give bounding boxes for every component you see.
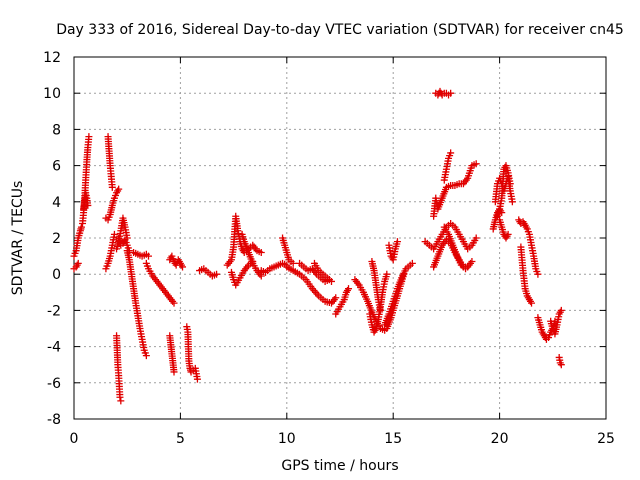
y-tick-label: 2 bbox=[52, 231, 61, 247]
x-tick-label: 15 bbox=[384, 431, 402, 447]
data-point bbox=[383, 270, 391, 278]
data-point bbox=[400, 270, 408, 278]
data-point bbox=[77, 223, 85, 231]
y-axis-title: SDTVAR / TECUs bbox=[10, 181, 26, 296]
y-tick-label: -2 bbox=[47, 303, 61, 319]
x-tick-label: 20 bbox=[491, 431, 509, 447]
data-point bbox=[84, 201, 92, 209]
data-point bbox=[534, 270, 542, 278]
data-point bbox=[472, 160, 480, 168]
data-point bbox=[108, 183, 116, 191]
y-tick-label: -8 bbox=[47, 412, 61, 428]
data-point bbox=[345, 285, 353, 293]
data-point bbox=[117, 397, 125, 405]
data-point bbox=[408, 259, 416, 267]
y-tick-label: 8 bbox=[52, 122, 61, 138]
grid-lines bbox=[74, 57, 606, 419]
x-tick-label: 0 bbox=[70, 431, 79, 447]
x-tick-label: 25 bbox=[597, 431, 615, 447]
data-point bbox=[213, 270, 221, 278]
data-point bbox=[472, 234, 480, 242]
y-tick-label: 6 bbox=[52, 159, 61, 175]
data-point bbox=[506, 180, 514, 188]
x-axis: 0 5 10 15 20 25 bbox=[70, 57, 615, 447]
x-axis-title: GPS time / hours bbox=[281, 458, 398, 474]
data-point bbox=[508, 198, 516, 206]
data-point bbox=[116, 393, 124, 401]
data-point bbox=[110, 230, 118, 238]
data-point bbox=[115, 185, 123, 193]
data-point bbox=[393, 238, 401, 246]
data-point bbox=[447, 149, 455, 157]
y-tick-label: -4 bbox=[47, 340, 61, 356]
y-tick-label: 12 bbox=[43, 50, 61, 66]
data-point bbox=[528, 299, 536, 307]
x-tick-label: 10 bbox=[278, 431, 296, 447]
data-point bbox=[462, 265, 470, 273]
data-point bbox=[332, 294, 340, 302]
data-marks bbox=[70, 87, 565, 405]
y-tick-label: 4 bbox=[52, 195, 61, 211]
data-point bbox=[257, 248, 265, 256]
y-tick-label: 10 bbox=[43, 86, 61, 102]
data-point bbox=[74, 259, 82, 267]
x-tick-label: 5 bbox=[176, 431, 185, 447]
data-point bbox=[144, 252, 152, 260]
chart-title: Day 333 of 2016, Sidereal Day-to-day VTE… bbox=[56, 22, 624, 38]
data-point bbox=[504, 230, 512, 238]
data-point bbox=[327, 277, 335, 285]
data-point bbox=[468, 258, 476, 266]
data-point bbox=[179, 263, 187, 271]
y-tick-label: -6 bbox=[47, 376, 61, 392]
data-point bbox=[447, 89, 455, 97]
data-point bbox=[85, 133, 93, 141]
data-point bbox=[170, 368, 178, 376]
data-point bbox=[557, 306, 565, 314]
data-point bbox=[376, 306, 384, 314]
data-point bbox=[289, 259, 297, 267]
data-point bbox=[170, 299, 178, 307]
y-tick-label: 0 bbox=[52, 267, 61, 283]
data-point bbox=[498, 209, 506, 217]
data-point bbox=[193, 375, 201, 383]
y-axis: -8 -6 -4 -2 0 2 4 6 8 10 12 bbox=[43, 50, 606, 428]
data-point bbox=[557, 361, 565, 369]
data-point bbox=[142, 352, 150, 360]
